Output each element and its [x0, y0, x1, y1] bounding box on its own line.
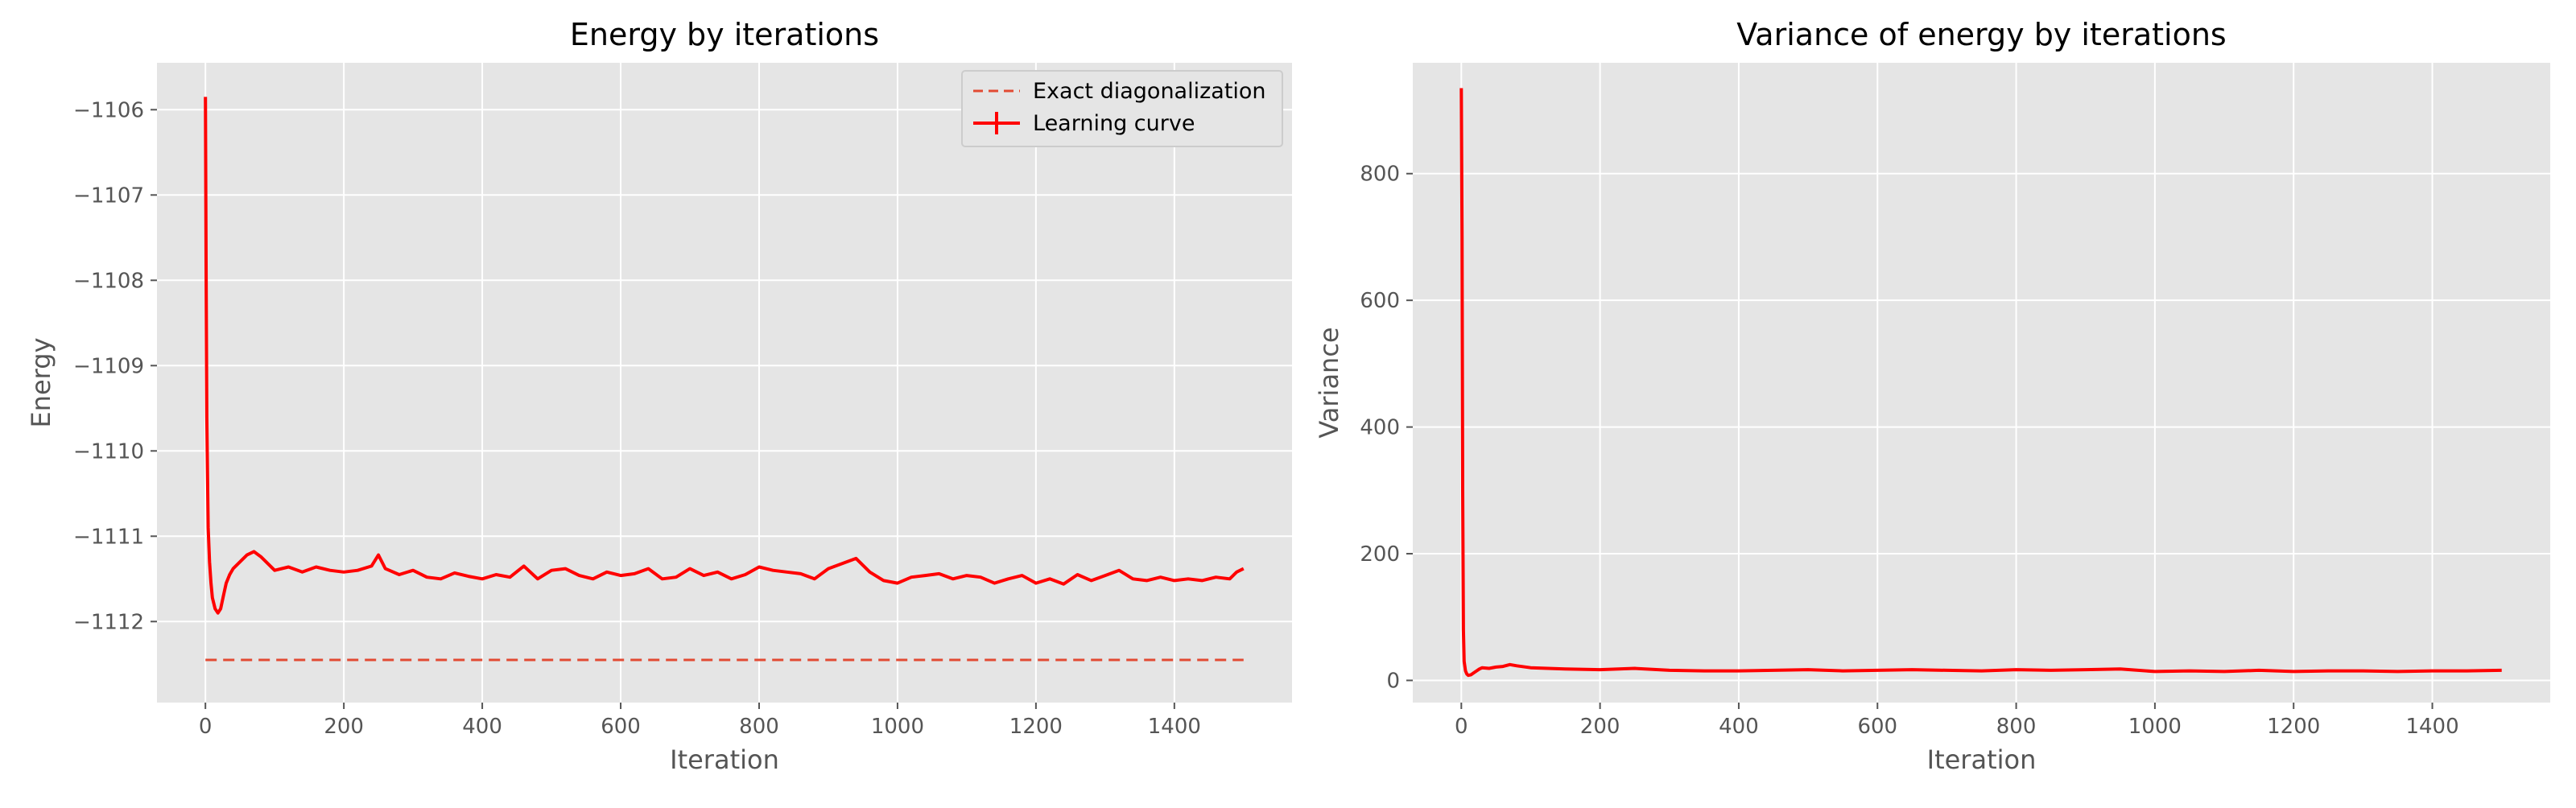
variance-plot-area — [1413, 63, 2550, 703]
variance-y-tick-label: 800 — [1360, 163, 1400, 187]
energy-legend: Exact diagonalization Learning curve — [962, 71, 1282, 146]
variance-x-tick-label: 200 — [1580, 715, 1620, 739]
variance-x-axis-label: Iteration — [1927, 744, 2037, 775]
energy-x-tick-label: 1400 — [1148, 715, 1201, 739]
variance-y-axis-label: Variance — [1314, 327, 1344, 438]
variance-y-tick-label: 600 — [1360, 289, 1400, 313]
energy-y-tick-label: −1107 — [73, 183, 144, 208]
variance-x-tick-label: 1400 — [2405, 715, 2458, 739]
energy-x-tick-label: 1200 — [1009, 715, 1063, 739]
energy-chart-title: Energy by iterations — [570, 17, 879, 52]
variance-x-tick-label: 600 — [1857, 715, 1897, 739]
energy-x-tick-label: 400 — [462, 715, 502, 739]
energy-y-tick-label: −1112 — [73, 610, 144, 634]
variance-y-tick-label: 200 — [1360, 542, 1400, 567]
energy-x-tick-label: 800 — [739, 715, 779, 739]
energy-x-tick-label: 1000 — [871, 715, 924, 739]
energy-x-axis-label: Iteration — [670, 744, 779, 775]
variance-x-tick-label: 1200 — [2267, 715, 2320, 739]
variance-y-tick-label: 0 — [1386, 669, 1400, 693]
variance-y-tick-label: 400 — [1360, 416, 1400, 440]
variance-x-tick-label: 1000 — [2128, 715, 2182, 739]
energy-x-tick-label: 0 — [199, 715, 213, 739]
energy-y-tick-label: −1109 — [73, 354, 144, 378]
energy-plot-area — [157, 63, 1292, 703]
legend-label: Exact diagonalization — [1033, 79, 1266, 104]
energy-y-tick-label: −1106 — [73, 98, 144, 122]
energy-y-tick-label: −1110 — [73, 439, 144, 464]
energy-chart: 0 200 400 600 800 1000 1200 1400 −1112 −1111 −1110… — [26, 17, 1292, 775]
variance-x-tick-label: 400 — [1719, 715, 1759, 739]
energy-x-tick-label: 200 — [324, 715, 364, 739]
energy-x-tick-label: 600 — [601, 715, 641, 739]
energy-y-tick-label: −1108 — [73, 269, 144, 293]
energy-y-axis-label: Energy — [26, 337, 56, 427]
variance-chart: 0 200 400 600 800 1000 1200 1400 0 200 400 600 800 Va… — [1314, 17, 2550, 775]
variance-chart-title: Variance of energy by iterations — [1736, 17, 2226, 52]
variance-x-tick-label: 0 — [1455, 715, 1468, 739]
variance-x-tick-label: 800 — [1996, 715, 2037, 739]
energy-y-tick-label: −1111 — [73, 525, 144, 549]
legend-label: Learning curve — [1033, 111, 1195, 136]
